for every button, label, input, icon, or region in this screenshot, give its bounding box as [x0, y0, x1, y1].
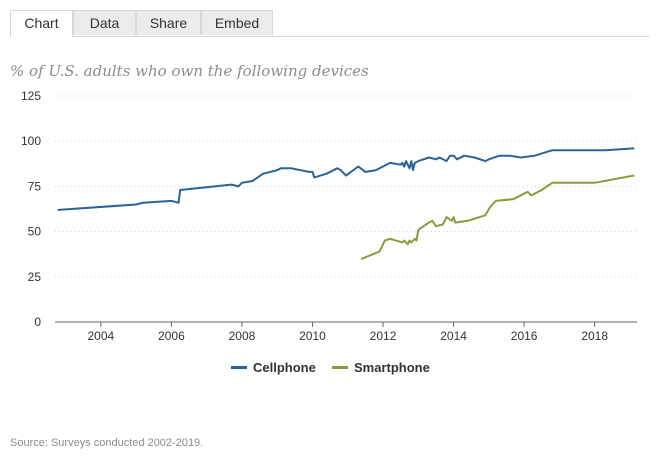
y-tick-label: 25	[28, 270, 42, 284]
legend-item-smartphone: Smartphone	[332, 360, 430, 376]
x-tick-label: 2016	[511, 329, 538, 343]
y-tick-label: 75	[28, 179, 42, 193]
tab-share[interactable]: Share	[136, 10, 201, 35]
x-tick-label: 2014	[440, 329, 467, 343]
x-tick-label: 2006	[158, 329, 185, 343]
x-tick-label: 2012	[370, 329, 397, 343]
axes: 0 25 50 75 100 125 2004 2006 2008 2010 2012 2014 201…	[21, 89, 637, 343]
y-tick-label: 100	[21, 134, 41, 148]
x-tick-label: 2010	[299, 329, 326, 343]
legend-label-cellphone: Cellphone	[253, 360, 316, 375]
chart-subtitle: % of U.S. adults who own the following d…	[10, 62, 369, 80]
tab-chart[interactable]: Chart	[10, 10, 73, 37]
x-tick-label: 2004	[88, 329, 115, 343]
series-line-smartphone	[360, 174, 635, 260]
legend-swatch-smartphone	[332, 366, 348, 370]
legend-label-smartphone: Smartphone	[354, 360, 430, 375]
source-note: Source: Surveys conducted 2002-2019.	[10, 437, 204, 449]
legend-item-cellphone: Cellphone	[231, 360, 316, 376]
x-tick-label: 2018	[581, 329, 608, 343]
line-chart: 0 25 50 75 100 125 2004 2006 2008 2010 2012 2014 201…	[21, 89, 637, 343]
tab-embed[interactable]: Embed	[201, 10, 273, 35]
y-tick-label: 50	[28, 225, 42, 239]
chart-tabs: Chart Data Share Embed	[10, 10, 650, 37]
x-tick-label: 2008	[229, 329, 256, 343]
series-lines	[57, 147, 635, 260]
series-line-cellphone	[57, 147, 635, 211]
tab-data[interactable]: Data	[73, 10, 136, 35]
y-tick-label: 125	[21, 89, 41, 103]
grid-lines	[55, 95, 637, 278]
chart-legend: Cellphone Smartphone	[0, 360, 670, 376]
legend-swatch-cellphone	[231, 366, 247, 370]
y-tick-label: 0	[34, 315, 41, 329]
